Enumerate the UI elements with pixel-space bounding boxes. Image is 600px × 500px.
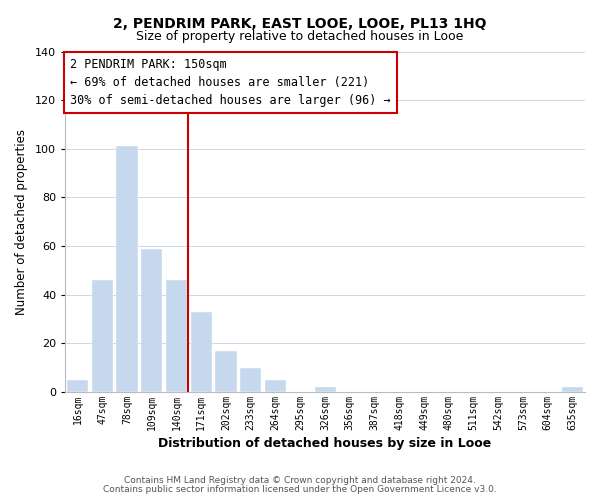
Bar <box>191 312 212 392</box>
Bar <box>141 248 162 392</box>
Bar <box>314 387 335 392</box>
Text: Contains HM Land Registry data © Crown copyright and database right 2024.: Contains HM Land Registry data © Crown c… <box>124 476 476 485</box>
Bar <box>92 280 113 392</box>
Bar <box>166 280 187 392</box>
Text: Size of property relative to detached houses in Looe: Size of property relative to detached ho… <box>136 30 464 43</box>
Text: 2 PENDRIM PARK: 150sqm
← 69% of detached houses are smaller (221)
30% of semi-de: 2 PENDRIM PARK: 150sqm ← 69% of detached… <box>70 58 391 108</box>
Bar <box>67 380 88 392</box>
Text: Contains public sector information licensed under the Open Government Licence v3: Contains public sector information licen… <box>103 485 497 494</box>
Bar <box>116 146 137 392</box>
Bar <box>240 368 261 392</box>
Bar <box>265 380 286 392</box>
Bar <box>562 387 583 392</box>
Text: 2, PENDRIM PARK, EAST LOOE, LOOE, PL13 1HQ: 2, PENDRIM PARK, EAST LOOE, LOOE, PL13 1… <box>113 18 487 32</box>
X-axis label: Distribution of detached houses by size in Looe: Distribution of detached houses by size … <box>158 437 491 450</box>
Y-axis label: Number of detached properties: Number of detached properties <box>15 129 28 315</box>
Bar <box>215 350 236 392</box>
